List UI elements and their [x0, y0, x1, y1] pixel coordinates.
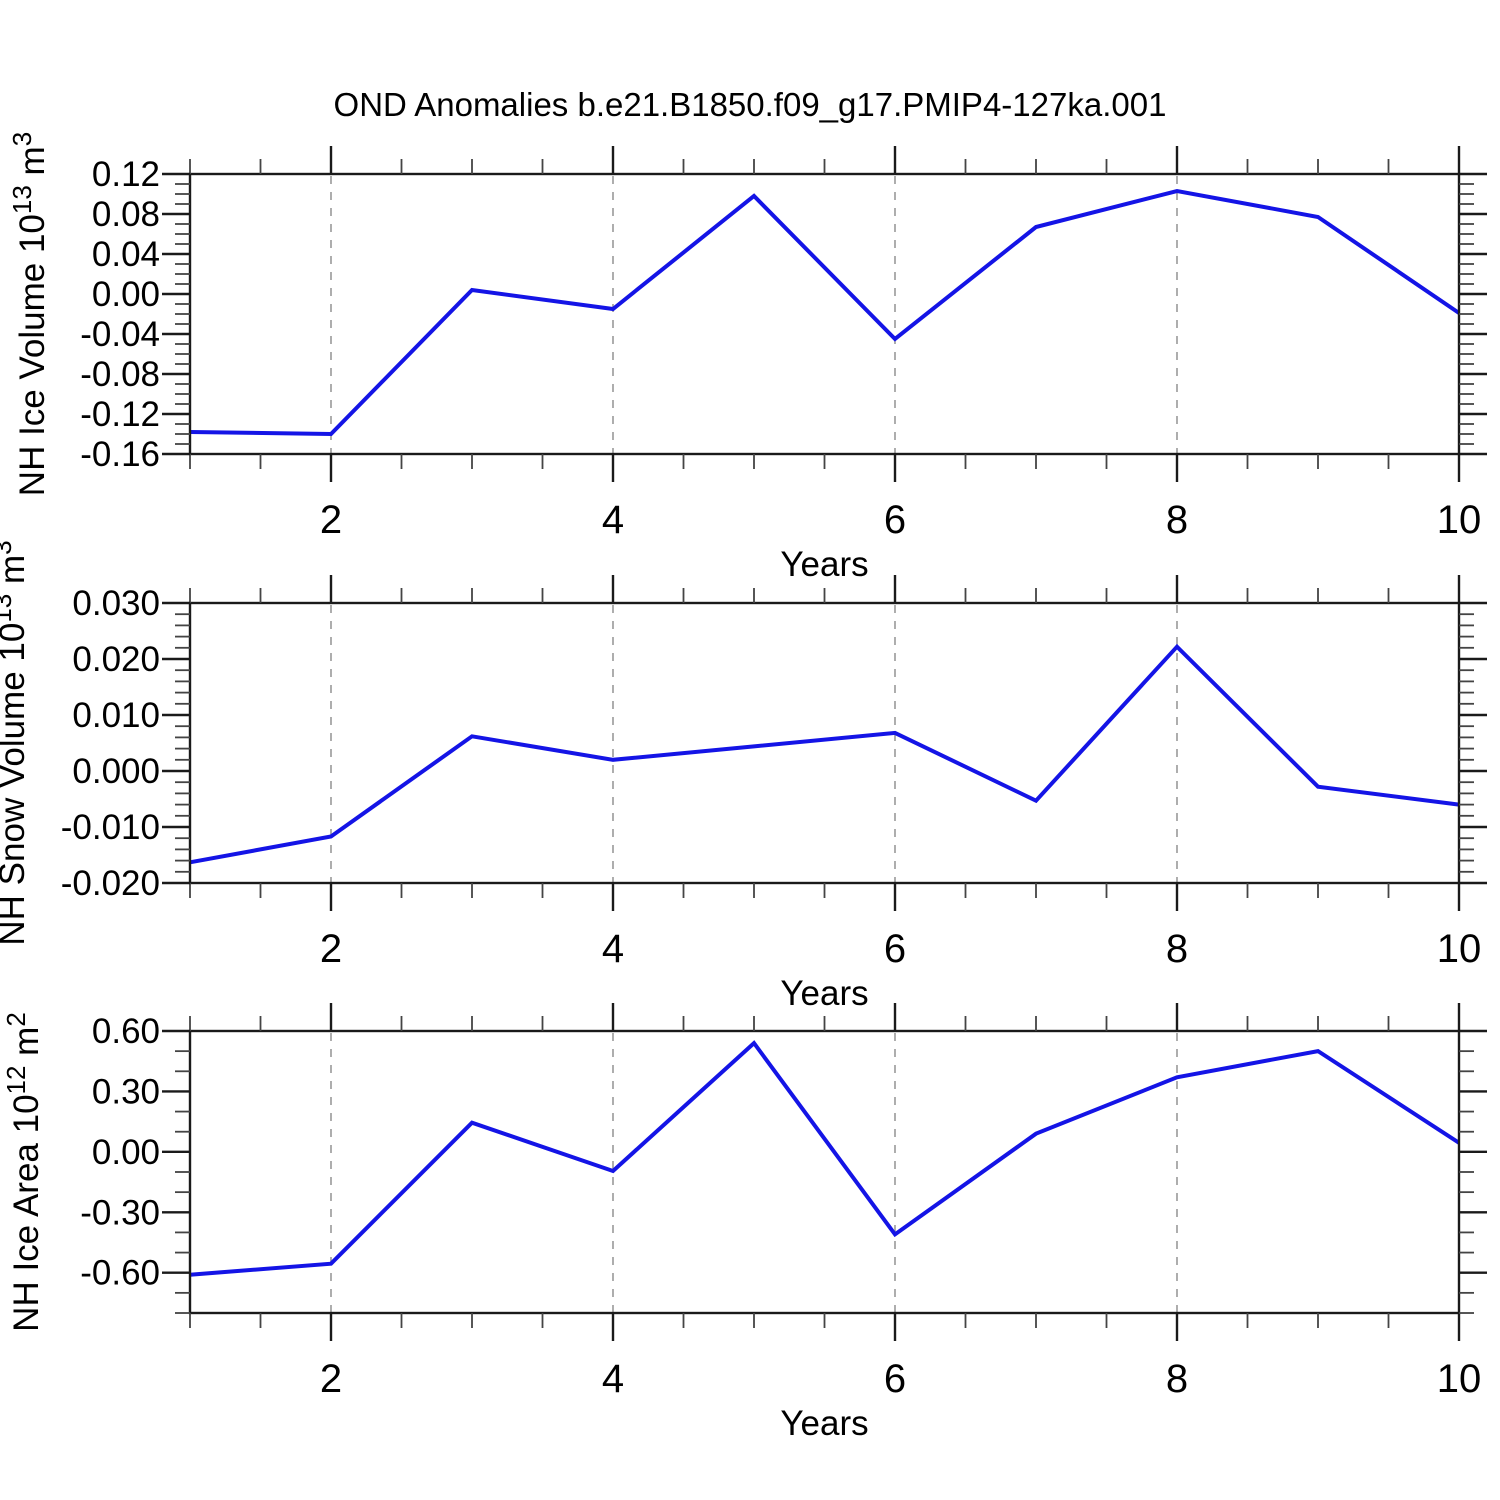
panel-2-x-axis-title: Years [780, 974, 868, 1013]
panel-3-series-line [189, 1040, 1461, 1277]
panel-2-gridlines [330, 605, 1178, 882]
y-tick-label-0.12: 0.12 [92, 155, 160, 194]
x-tick-label-4: 4 [602, 927, 624, 971]
x-tick-label-8: 8 [1166, 498, 1188, 542]
panel-1-series-line [189, 188, 1461, 437]
panel-2: 2 4 6 8 10 0.030 0.020 0.010 0.000 -0.010 -0.020 Ye… [0, 540, 1487, 1013]
panel-2-frame [188, 601, 1461, 885]
y-tick-label-0.010: 0.010 [72, 696, 160, 735]
x-tick-label-10: 10 [1437, 927, 1482, 971]
panel-3-x-axis-title: Years [780, 1404, 868, 1443]
panel-3-gridlines [330, 1033, 1178, 1312]
panel-1-x-axis-title: Years [780, 545, 868, 584]
panel-3-y-axis-title: NH Ice Area 1012​ m2​ [1, 1012, 46, 1332]
x-tick-label-10: 10 [1437, 1357, 1482, 1401]
y-tick-label-0.04: 0.04 [92, 235, 160, 274]
y-tick-label--0.020: -0.020 [61, 864, 160, 903]
panel-1: 2 4 6 8 10 0.120.080.040.00-0.04-0.08-0.12-0.… [7, 132, 1487, 584]
chart-title: OND Anomalies b.e21.B1850.f09_g17.PMIP4-… [333, 86, 1167, 123]
x-tick-label-6: 6 [884, 1357, 906, 1401]
y-tick-label--0.16: -0.16 [80, 435, 160, 474]
y-tick-label-0.08: 0.08 [92, 195, 160, 234]
x-tick-label-6: 6 [884, 498, 906, 542]
x-tick-label-4: 4 [602, 1357, 624, 1401]
panel-1-gridlines [330, 176, 1178, 453]
panel-2-ticks [162, 575, 1487, 911]
x-tick-label-10: 10 [1437, 498, 1482, 542]
x-tick-label-2: 2 [320, 927, 342, 971]
x-tick-label-6: 6 [884, 927, 906, 971]
y-tick-label--0.30: -0.30 [80, 1193, 160, 1232]
x-tick-label-2: 2 [320, 498, 342, 542]
panel-1-y-axis-title: NH Ice Volume 1013​ m3​ [7, 132, 52, 496]
y-tick-label-0.020: 0.020 [72, 640, 160, 679]
x-tick-label-4: 4 [602, 498, 624, 542]
y-tick-label-0.30: 0.30 [92, 1072, 160, 1111]
x-tick-label-2: 2 [320, 1357, 342, 1401]
y-tick-label-0.60: 0.60 [92, 1012, 160, 1051]
y-tick-label--0.08: -0.08 [80, 355, 160, 394]
y-tick-label-0.000: 0.000 [72, 752, 160, 791]
panel-3-ticks [162, 1003, 1487, 1341]
x-tick-label-8: 8 [1166, 927, 1188, 971]
y-tick-label--0.010: -0.010 [61, 808, 160, 847]
y-tick-label--0.60: -0.60 [80, 1254, 160, 1293]
panel-3: 2 4 6 8 10 0.60 0.30 0.00 -0.30 -0.60 Years NH Ice … [1, 1003, 1487, 1443]
panel-2-series-line [189, 643, 1460, 865]
y-tick-label-0.00: 0.00 [92, 275, 160, 314]
y-tick-label-0.00: 0.00 [92, 1133, 160, 1172]
panel-2-y-axis-title: NH Snow Volume 1013​ m3​ [0, 540, 32, 945]
panel-1-ticks [162, 146, 1487, 482]
x-tick-label-8: 8 [1166, 1357, 1188, 1401]
panel-1-frame [188, 172, 1461, 456]
y-tick-label--0.04: -0.04 [80, 315, 160, 354]
panel-3-frame [188, 1029, 1461, 1315]
y-tick-label--0.12: -0.12 [80, 395, 160, 434]
y-tick-label-0.030: 0.030 [72, 584, 160, 623]
